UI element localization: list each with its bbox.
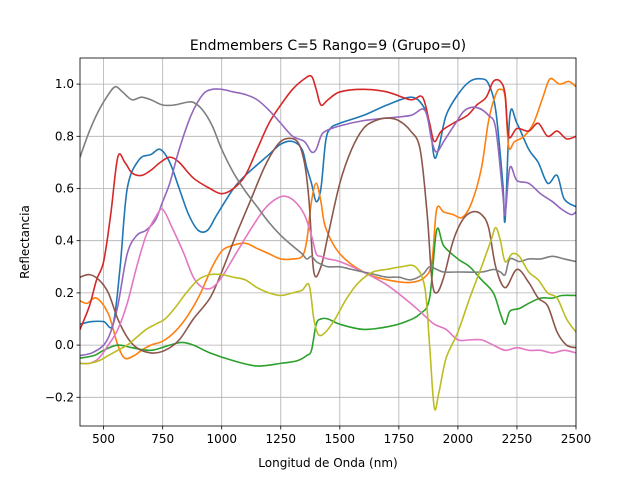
x-tick-label: 750 [151, 432, 174, 446]
grid-layer [80, 58, 577, 426]
y-tick-label: 1.0 [55, 77, 74, 91]
y-axis-label: Reflectancia [18, 205, 32, 279]
x-tick-label: 2500 [561, 432, 592, 446]
y-tick-label: 0.8 [55, 129, 74, 143]
x-tick-label: 1000 [206, 432, 237, 446]
y-tick-label: 0.2 [55, 286, 74, 300]
x-tick-label: 500 [92, 432, 115, 446]
x-tick-label: 1750 [384, 432, 415, 446]
x-axis-label: Longitud de Onda (nm) [258, 456, 397, 470]
chart-title: Endmembers C=5 Rango=9 (Grupo=0) [190, 38, 466, 54]
tick-layer: 500 750 1000 1250 1500 1750 2000 2250 2500 −0.2 0.… [45, 77, 591, 446]
series-line-2 [80, 77, 576, 360]
series-line-7 [80, 195, 576, 365]
x-tick-label: 2250 [502, 432, 533, 446]
x-tick-label: 1500 [325, 432, 356, 446]
x-tick-label: 1250 [265, 432, 296, 446]
series-line-6 [80, 117, 576, 354]
series-line-9 [80, 226, 576, 411]
y-tick-label: 0.4 [55, 234, 74, 248]
plot-frame [79, 57, 577, 427]
y-tick-label: 0.0 [55, 338, 74, 352]
series-line-8 [80, 85, 576, 281]
y-tick-label: −0.2 [45, 390, 74, 404]
x-tick-label: 2000 [443, 432, 474, 446]
series-line-4 [80, 74, 576, 331]
series-line-5 [80, 88, 576, 357]
series-layer [80, 74, 576, 411]
y-tick-label: 0.6 [55, 181, 74, 195]
series-line-1 [80, 77, 576, 329]
